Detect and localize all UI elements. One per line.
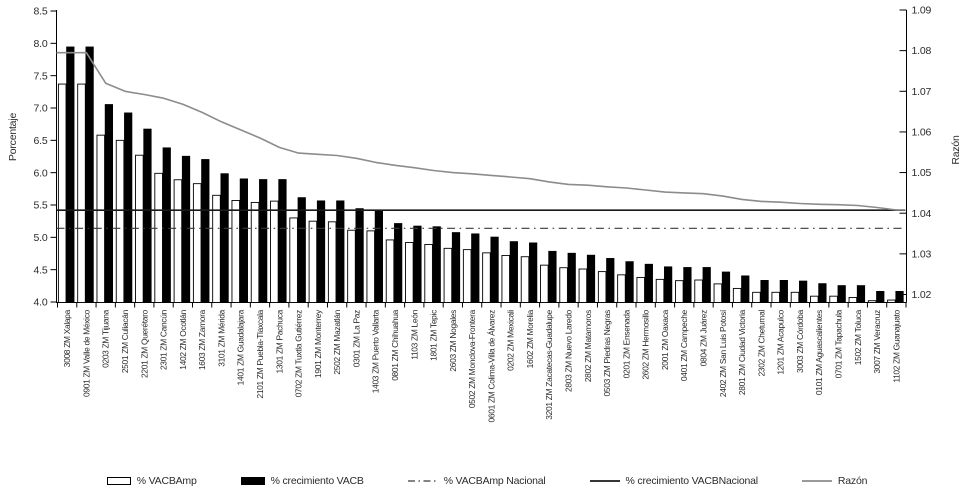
svg-text:8.5: 8.5 <box>34 6 48 18</box>
svg-text:2603 ZM Nogales: 2603 ZM Nogales <box>448 310 458 372</box>
legend-item-vacbamp: % VACBAmp <box>106 475 197 487</box>
svg-text:1.06: 1.06 <box>912 127 932 139</box>
dash-dot-line-swatch-icon <box>407 480 438 482</box>
svg-text:6.5: 6.5 <box>34 135 48 147</box>
svg-text:1103 ZM León: 1103 ZM León <box>409 309 419 359</box>
legend-item-crecimiento-vacbnacional: % crecimiento VACBNacional <box>589 475 759 487</box>
svg-text:2101 ZM Puebla-Tlaxcala: 2101 ZM Puebla-Tlaxcala <box>255 309 265 398</box>
svg-text:3201 ZM Zacatecas-Guadalupe: 3201 ZM Zacatecas-Guadalupe <box>544 309 554 419</box>
svg-text:1102 ZM Guanajuato: 1102 ZM Guanajuato <box>891 309 901 382</box>
black-bar-swatch-icon <box>240 477 265 485</box>
svg-text:3008 ZM Xalapa: 3008 ZM Xalapa <box>62 309 72 367</box>
svg-text:2802 ZM Matamoros: 2802 ZM Matamoros <box>583 310 593 382</box>
svg-text:1602 ZM Morelia: 1602 ZM Morelia <box>525 309 535 368</box>
svg-text:2803 ZM Nuevo Laredo: 2803 ZM Nuevo Laredo <box>564 309 574 392</box>
svg-text:0201 ZM Ensenada: 0201 ZM Ensenada <box>621 309 631 378</box>
svg-text:8.0: 8.0 <box>34 38 48 50</box>
svg-text:3101 ZM Mérida: 3101 ZM Mérida <box>216 309 226 366</box>
axis-tick-labels: 4.0 4.5 5.0 5.5 6.0 6.5 7.0 7.5 8.0 8.5 1.02 1.03 1.… <box>34 5 932 309</box>
svg-text:1901 ZM Monterrey: 1901 ZM Monterrey <box>313 309 323 378</box>
svg-text:1.07: 1.07 <box>912 86 932 98</box>
svg-text:7.0: 7.0 <box>34 103 48 115</box>
svg-text:1502 ZM Toluca: 1502 ZM Toluca <box>853 309 863 365</box>
svg-text:1201 ZM Acapulco: 1201 ZM Acapulco <box>776 309 786 374</box>
svg-text:2001 ZM Oaxaca: 2001 ZM Oaxaca <box>660 309 670 370</box>
svg-text:2502 ZM Mazatlán: 2502 ZM Mazatlán <box>332 309 342 374</box>
solid-line-swatch-icon <box>589 480 620 482</box>
svg-text:0901 ZM Valle de México: 0901 ZM Valle de México <box>81 309 91 397</box>
svg-text:0503 ZM Piedras Negras: 0503 ZM Piedras Negras <box>602 310 612 397</box>
svg-text:2801 ZM Ciudad Victoria: 2801 ZM Ciudad Victoria <box>737 309 747 395</box>
svg-text:1801 ZM Tepic: 1801 ZM Tepic <box>429 310 439 361</box>
svg-text:2602 ZM Hermosillo: 2602 ZM Hermosillo <box>641 309 651 379</box>
svg-text:2302 ZM Chetumal: 2302 ZM Chetumal <box>756 310 766 377</box>
bar-line-chart-canvas: 4.0 4.5 5.0 5.5 6.0 6.5 7.0 7.5 8.0 8.5 1.02 1.03 1.… <box>34 5 932 423</box>
svg-text:1.02: 1.02 <box>912 289 932 301</box>
svg-text:3007 ZM Veracruz: 3007 ZM Veracruz <box>872 310 882 374</box>
svg-text:3003 ZM Córdoba: 3003 ZM Córdoba <box>795 309 805 373</box>
svg-text:0702 ZM Tuxtla Gutiérrez: 0702 ZM Tuxtla Gutiérrez <box>294 310 304 397</box>
svg-text:0401 ZM Campeche: 0401 ZM Campeche <box>679 309 689 381</box>
svg-text:1.04: 1.04 <box>912 208 932 220</box>
right-axis-title: Razón <box>950 135 962 165</box>
svg-text:0804 ZM Juárez: 0804 ZM Juárez <box>699 310 709 366</box>
svg-text:2501 ZM Culiacán: 2501 ZM Culiacán <box>120 309 130 373</box>
legend-label-vacbamp: % VACBAmp <box>136 475 197 487</box>
svg-text:0203 ZM Tijuana: 0203 ZM Tijuana <box>101 309 111 368</box>
svg-text:1.08: 1.08 <box>912 45 932 57</box>
svg-text:0202 ZM Mexicali: 0202 ZM Mexicali <box>506 310 516 371</box>
svg-text:1402 ZM Ocotlán: 1402 ZM Ocotlán <box>178 309 188 369</box>
legend-label-crecimiento-vacb: % crecimiento VACB <box>270 475 364 487</box>
svg-text:5.5: 5.5 <box>34 200 48 212</box>
chart-legend: % VACBAmp % crecimiento VACB % VACBAmp N… <box>0 468 974 494</box>
bars-crecimiento-vacb <box>66 46 904 303</box>
svg-text:1603 ZM Zamora: 1603 ZM Zamora <box>197 309 207 370</box>
svg-text:1403 ZM Puerto Vallarta: 1403 ZM Puerto Vallarta <box>371 309 381 393</box>
legend-label-razon: Razón <box>837 475 868 487</box>
x-axis-category-labels: 3008 ZM Xalapa 0901 ZM Valle de México 020… <box>62 309 901 423</box>
svg-text:1.03: 1.03 <box>912 248 932 260</box>
svg-text:4.5: 4.5 <box>34 264 48 276</box>
svg-text:1.09: 1.09 <box>912 5 932 17</box>
svg-text:1301 ZM Pachuca: 1301 ZM Pachuca <box>274 309 284 373</box>
svg-text:0801 ZM Chihuahua: 0801 ZM Chihuahua <box>390 309 400 380</box>
svg-text:2301 ZM Cancún: 2301 ZM Cancún <box>159 309 169 370</box>
legend-item-crecimiento-vacb: % crecimiento VACB <box>240 475 364 487</box>
legend-item-razon: Razón <box>801 475 868 487</box>
left-axis-title: Porcentaje <box>7 112 19 162</box>
svg-text:4.0: 4.0 <box>34 297 48 309</box>
gray-line-swatch-icon <box>801 480 832 482</box>
svg-text:7.5: 7.5 <box>34 70 48 82</box>
svg-text:0301 ZM La Paz: 0301 ZM La Paz <box>351 310 361 367</box>
legend-label-vacbamp-nacional: % VACBAmp Nacional <box>443 475 546 487</box>
svg-text:0701 ZM Tapachula: 0701 ZM Tapachula <box>834 309 844 378</box>
white-bar-swatch-icon <box>106 477 131 485</box>
svg-text:6.0: 6.0 <box>34 167 48 179</box>
svg-text:5.0: 5.0 <box>34 232 48 244</box>
svg-text:2402 ZM San Luis Potosí: 2402 ZM San Luis Potosí <box>718 309 728 397</box>
legend-item-vacbamp-nacional: % VACBAmp Nacional <box>407 475 546 487</box>
svg-text:1.05: 1.05 <box>912 167 932 179</box>
legend-label-crecimiento-vacbnacional: % crecimiento VACBNacional <box>625 475 759 487</box>
svg-text:1401 ZM Guadalajara: 1401 ZM Guadalajara <box>236 309 246 385</box>
svg-text:0601 ZM Colima-Villa de Álvare: 0601 ZM Colima-Villa de Álvarez <box>486 310 496 423</box>
razon-line <box>56 51 906 211</box>
bars-vacbamp <box>57 83 896 303</box>
svg-text:0502 ZM Monclova-Frontera: 0502 ZM Monclova-Frontera <box>467 309 477 408</box>
svg-text:2201 ZM Querétaro: 2201 ZM Querétaro <box>139 309 149 378</box>
svg-text:0101 ZM Aguascalientes: 0101 ZM Aguascalientes <box>814 310 824 395</box>
